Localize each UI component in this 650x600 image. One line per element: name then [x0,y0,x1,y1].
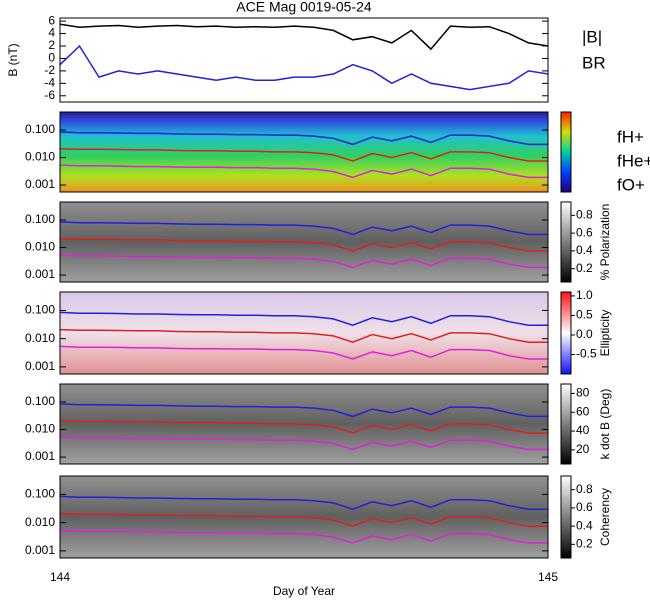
colorbar [560,291,572,375]
y-tick-label: 0.100 [25,303,55,317]
colorbar-tick-label: 60 [576,404,590,418]
colorbar-tick-label: 40 [576,423,590,437]
plot-frame [59,383,549,465]
y-tick-label: 2 [48,38,55,52]
colorbar-tick-label: 1.0 [576,288,593,302]
y-tick-label: 0.001 [25,449,55,463]
x-tick-label: 145 [538,570,558,584]
series-line [59,419,548,434]
colorbar-label: k dot B (Deg) [598,389,612,460]
colorbar-tick-label: 0.2 [576,537,593,551]
plot-frame [59,17,549,103]
x-tick-label: 144 [50,570,70,584]
series-line [59,495,548,510]
legend-entry: BR [582,53,606,72]
series-line [59,311,548,326]
y-tick-label: 4 [48,26,55,40]
series-line [59,237,548,252]
y-axis-label: B (nT) [6,43,20,76]
colorbar-tick-label: 0.4 [576,243,593,257]
colorbar [560,201,572,283]
series-line [59,529,548,544]
series-line [59,328,548,343]
legend-entry: fO+ [617,175,645,194]
series-line [59,403,548,418]
y-tick-label: 6 [48,13,55,27]
y-tick-label: 0.001 [25,267,55,281]
series-line [59,254,548,269]
legend-entry: fH+ [617,127,644,146]
y-tick-label: 0.010 [25,515,55,529]
colorbar-tick-label: 0.5 [576,308,593,322]
series-line [59,23,549,51]
colorbar [560,111,572,193]
y-tick-label: 0.100 [25,394,55,408]
y-tick-label: 0.010 [25,422,55,436]
plot-frame [59,291,549,375]
colorbar-tick-label: 0.6 [576,500,593,514]
y-tick-label: 0.001 [25,543,55,557]
series-line [59,436,548,451]
series-line [59,164,548,179]
chart-title: ACE Mag 0019-05-24 [236,0,372,15]
y-tick-label: 0.001 [25,177,55,191]
series-line [59,221,548,236]
colorbar [560,475,572,559]
colorbar-tick-label: 0.4 [576,518,593,532]
colorbar-tick-label: 80 [576,386,590,400]
y-tick-label: 0.100 [25,212,55,226]
colorbar-tick-label: 0.0 [576,327,593,341]
colorbar-tick-label: 0.6 [576,225,593,239]
y-tick-label: -4 [44,76,55,90]
x-axis-label: Day of Year [273,584,335,598]
y-tick-label: -2 [44,63,55,77]
colorbar [560,383,572,465]
y-tick-label: 0 [48,51,55,65]
y-tick-label: 0.010 [25,150,55,164]
colorbar-tick-label: 0.8 [576,482,593,496]
series-line [59,147,548,162]
y-tick-label: -6 [44,88,55,102]
series-line [59,131,548,146]
y-tick-label: 0.100 [25,487,55,501]
colorbar-label: Ellipticity [598,310,612,357]
plot-frame [59,111,549,193]
y-tick-label: 0.001 [25,359,55,373]
y-tick-label: 0.010 [25,240,55,254]
legend-entry: |B| [582,27,602,46]
colorbar-label: % Polarization [598,204,612,281]
legend-entry: fHe+ [617,151,650,170]
colorbar-tick-label: -0.5 [576,347,597,361]
plot-frame [59,201,549,283]
y-tick-label: 0.010 [25,331,55,345]
colorbar-label: Coherency [598,488,612,546]
colorbar-tick-label: 0.2 [576,261,593,275]
plot-frame [59,475,549,559]
colorbar-tick-label: 20 [576,442,590,456]
series-line [59,44,549,91]
series-line [59,345,548,360]
colorbar-tick-label: 0.8 [576,208,593,222]
series-line [59,512,548,527]
y-tick-label: 0.100 [25,122,55,136]
